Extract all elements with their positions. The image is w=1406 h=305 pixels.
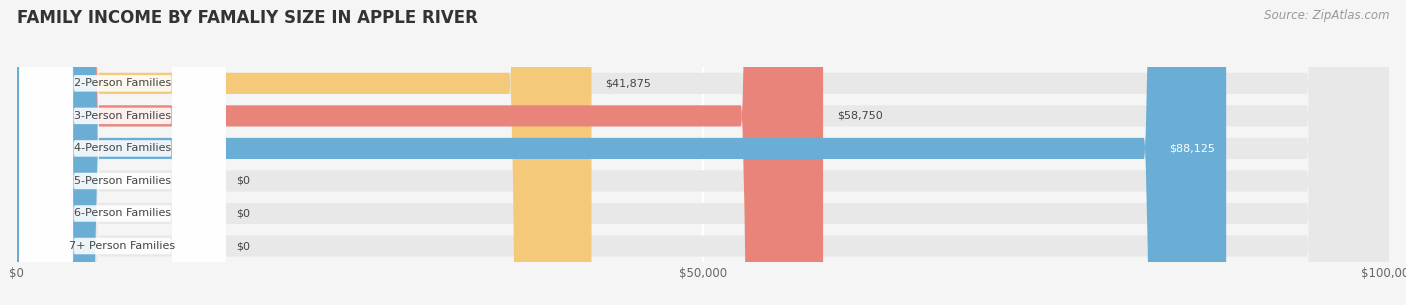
FancyBboxPatch shape bbox=[20, 0, 225, 305]
FancyBboxPatch shape bbox=[17, 0, 823, 305]
FancyBboxPatch shape bbox=[20, 0, 225, 305]
Text: 3-Person Families: 3-Person Families bbox=[75, 111, 172, 121]
Text: 7+ Person Families: 7+ Person Families bbox=[69, 241, 176, 251]
FancyBboxPatch shape bbox=[17, 0, 592, 305]
Text: FAMILY INCOME BY FAMALIY SIZE IN APPLE RIVER: FAMILY INCOME BY FAMALIY SIZE IN APPLE R… bbox=[17, 9, 478, 27]
Text: $0: $0 bbox=[236, 241, 250, 251]
Text: 4-Person Families: 4-Person Families bbox=[75, 143, 172, 153]
FancyBboxPatch shape bbox=[17, 0, 1389, 305]
FancyBboxPatch shape bbox=[17, 0, 1226, 305]
Text: $0: $0 bbox=[236, 176, 250, 186]
FancyBboxPatch shape bbox=[20, 0, 225, 305]
Text: 2-Person Families: 2-Person Families bbox=[75, 78, 172, 88]
FancyBboxPatch shape bbox=[20, 0, 225, 305]
Text: 6-Person Families: 6-Person Families bbox=[75, 209, 172, 218]
FancyBboxPatch shape bbox=[17, 0, 1389, 305]
FancyBboxPatch shape bbox=[17, 0, 1389, 305]
Text: Source: ZipAtlas.com: Source: ZipAtlas.com bbox=[1264, 9, 1389, 22]
Text: $0: $0 bbox=[236, 209, 250, 218]
FancyBboxPatch shape bbox=[20, 0, 225, 305]
FancyBboxPatch shape bbox=[17, 0, 1389, 305]
FancyBboxPatch shape bbox=[20, 0, 225, 305]
Text: $58,750: $58,750 bbox=[837, 111, 883, 121]
Text: 5-Person Families: 5-Person Families bbox=[75, 176, 172, 186]
FancyBboxPatch shape bbox=[17, 0, 1389, 305]
Text: $41,875: $41,875 bbox=[605, 78, 651, 88]
FancyBboxPatch shape bbox=[17, 0, 1389, 305]
Text: $88,125: $88,125 bbox=[1170, 143, 1215, 153]
